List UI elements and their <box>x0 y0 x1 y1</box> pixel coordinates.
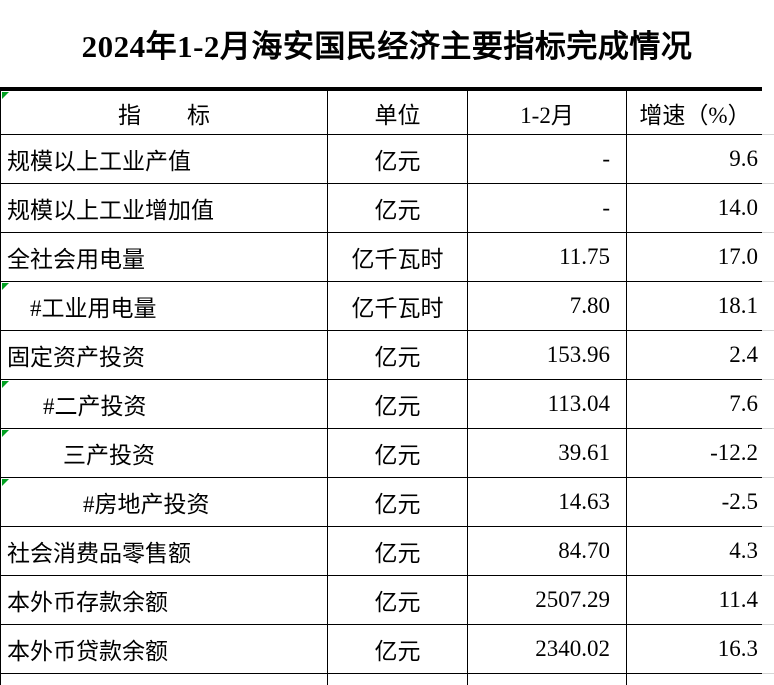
header-row: 指 标 单位 1-2月 增速（%） <box>1 91 763 135</box>
cell-growth[interactable]: 11.4 <box>627 576 763 625</box>
error-check-triangle-icon <box>2 283 9 290</box>
table-title: 2024年1-2月海安国民经济主要指标完成情况 <box>81 29 693 64</box>
cell-indicator[interactable]: 本外币贷款余额 <box>1 625 328 674</box>
gridline-stub <box>762 183 774 184</box>
empty-cell <box>328 674 468 685</box>
cell-indicator[interactable]: 社会消费品零售额 <box>1 527 328 576</box>
indicator-label: 固定资产投资 <box>7 345 145 370</box>
cell-indicator[interactable]: 三产投资 <box>1 429 328 478</box>
header-cell-indicator[interactable]: 指 标 <box>1 91 328 135</box>
cell-value[interactable]: 39.61 <box>468 429 627 478</box>
cell-unit[interactable]: 亿元 <box>328 625 468 674</box>
cell-growth[interactable]: 14.0 <box>627 184 763 233</box>
cell-value[interactable]: 14.63 <box>468 478 627 527</box>
cell-indicator[interactable]: #工业用电量 <box>1 282 328 331</box>
table-row: #二产投资 亿元 113.04 7.6 <box>1 380 763 429</box>
table-row: 本外币存款余额 亿元 2507.29 11.4 <box>1 576 763 625</box>
cell-value[interactable]: 7.80 <box>468 282 627 331</box>
error-check-triangle-icon <box>2 92 9 99</box>
cell-value[interactable]: - <box>468 184 627 233</box>
table-row: 三产投资 亿元 39.61 -12.2 <box>1 429 763 478</box>
indicator-label: #二产投资 <box>43 394 147 419</box>
cell-indicator[interactable]: #房地产投资 <box>1 478 328 527</box>
cell-growth[interactable]: 18.1 <box>627 282 763 331</box>
gridline-stub <box>762 624 774 625</box>
cell-unit[interactable]: 亿元 <box>328 527 468 576</box>
cell-unit[interactable]: 亿元 <box>328 331 468 380</box>
cell-unit[interactable]: 亿千瓦时 <box>328 233 468 282</box>
cell-unit[interactable]: 亿元 <box>328 380 468 429</box>
cell-indicator[interactable]: 本外币存款余额 <box>1 576 328 625</box>
gridline-stub <box>762 477 774 478</box>
indicator-label: 本外币存款余额 <box>7 590 168 615</box>
indicator-label: 本外币贷款余额 <box>7 639 168 664</box>
indicator-label: 规模以上工业产值 <box>7 149 191 174</box>
gridline-stub <box>762 428 774 429</box>
gridline-stub <box>762 330 774 331</box>
gridline-stub <box>762 575 774 576</box>
cell-unit[interactable]: 亿元 <box>328 184 468 233</box>
table-row: 本外币贷款余额 亿元 2340.02 16.3 <box>1 625 763 674</box>
indicator-label: 三产投资 <box>63 443 155 468</box>
cell-growth[interactable]: 9.6 <box>627 135 763 184</box>
cell-growth[interactable]: 7.6 <box>627 380 763 429</box>
cell-unit[interactable]: 亿元 <box>328 429 468 478</box>
cell-value[interactable]: 11.75 <box>468 233 627 282</box>
indicator-label: 社会消费品零售额 <box>7 541 191 566</box>
cell-unit[interactable]: 亿元 <box>328 478 468 527</box>
cell-value[interactable]: - <box>468 135 627 184</box>
header-cell-unit[interactable]: 单位 <box>328 91 468 135</box>
cell-unit[interactable]: 亿千瓦时 <box>328 282 468 331</box>
partial-cutoff-row <box>1 674 762 685</box>
empty-cell <box>468 674 627 685</box>
cell-growth[interactable]: 16.3 <box>627 625 763 674</box>
cell-growth[interactable]: 4.3 <box>627 527 763 576</box>
cell-value[interactable]: 2507.29 <box>468 576 627 625</box>
indicator-label: 规模以上工业增加值 <box>7 198 214 223</box>
header-cell-growth[interactable]: 增速（%） <box>627 91 763 135</box>
table-row: 社会消费品零售额 亿元 84.70 4.3 <box>1 527 763 576</box>
error-check-triangle-icon <box>2 381 9 388</box>
indicator-label: 全社会用电量 <box>7 247 145 272</box>
gridline-stub <box>762 232 774 233</box>
cell-value[interactable]: 153.96 <box>468 331 627 380</box>
table-row: 规模以上工业产值 亿元 - 9.6 <box>1 135 763 184</box>
cell-value[interactable]: 113.04 <box>468 380 627 429</box>
table-row: 全社会用电量 亿千瓦时 11.75 17.0 <box>1 233 763 282</box>
cell-unit[interactable]: 亿元 <box>328 576 468 625</box>
cell-indicator[interactable]: 规模以上工业产值 <box>1 135 328 184</box>
error-check-triangle-icon <box>2 430 9 437</box>
cell-growth[interactable]: -2.5 <box>627 478 763 527</box>
indicator-label: #房地产投资 <box>83 492 210 517</box>
header-cell-period[interactable]: 1-2月 <box>468 91 627 135</box>
table-row: 规模以上工业增加值 亿元 - 14.0 <box>1 184 763 233</box>
empty-cell <box>1 674 328 685</box>
cell-value[interactable]: 2340.02 <box>468 625 627 674</box>
cell-unit[interactable]: 亿元 <box>328 135 468 184</box>
table-row: 固定资产投资 亿元 153.96 2.4 <box>1 331 763 380</box>
cell-growth[interactable]: 2.4 <box>627 331 763 380</box>
error-check-triangle-icon <box>2 479 9 486</box>
header-indicator-label: 指 标 <box>118 102 210 128</box>
gridline-stub <box>762 673 774 674</box>
cell-growth[interactable]: 17.0 <box>627 233 763 282</box>
cell-indicator[interactable]: 规模以上工业增加值 <box>1 184 328 233</box>
cell-value[interactable]: 84.70 <box>468 527 627 576</box>
cell-indicator[interactable]: #二产投资 <box>1 380 328 429</box>
cell-growth[interactable]: -12.2 <box>627 429 763 478</box>
indicators-table: 指 标 单位 1-2月 增速（%） 规模以上工业产值 亿元 - 9.6 规模以上… <box>0 87 763 685</box>
empty-cell <box>627 674 763 685</box>
gridline-stub <box>762 281 774 282</box>
cell-indicator[interactable]: 全社会用电量 <box>1 233 328 282</box>
gridline-stub <box>762 379 774 380</box>
table-row: #房地产投资 亿元 14.63 -2.5 <box>1 478 763 527</box>
table-row: #工业用电量 亿千瓦时 7.80 18.1 <box>1 282 763 331</box>
cell-indicator[interactable]: 固定资产投资 <box>1 331 328 380</box>
gridline-stub <box>762 526 774 527</box>
gridline-stub <box>762 134 774 135</box>
indicator-label: #工业用电量 <box>30 296 157 321</box>
